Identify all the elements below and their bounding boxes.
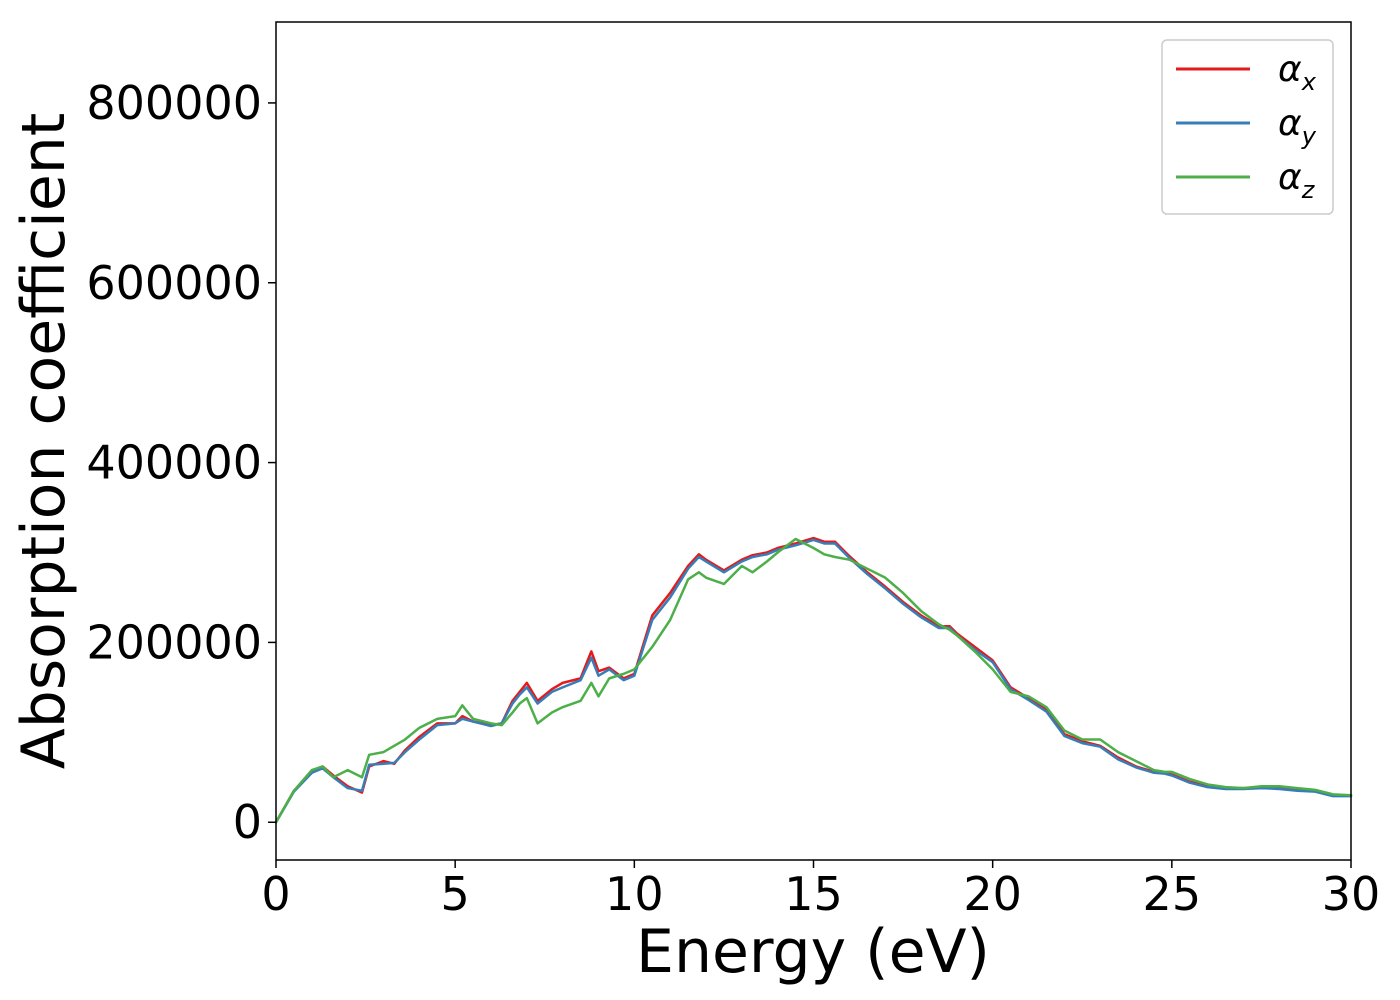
x-tick-label: 15 [784,867,843,921]
legend: αx αy αz [1161,39,1334,215]
y-tick-label: 600000 [86,256,262,310]
x-tick-label: 0 [261,867,290,921]
x-axis-label: Energy (eV) [636,917,990,987]
y-tick-label: 800000 [86,76,262,130]
series-line-z [274,537,1353,824]
x-tick-label: 25 [1143,867,1202,921]
y-tick-label: 400000 [86,436,262,490]
x-tick-label: 30 [1322,867,1381,921]
legend-label-z: αz [1278,157,1316,204]
legend-box [1161,39,1334,215]
y-tick-label: 200000 [86,615,262,669]
x-axis-ticks: 0 5 10 15 20 25 30 [261,860,1380,921]
series-line-y [274,538,1353,824]
series-layer [274,536,1353,824]
y-axis-ticks: 0 200000 400000 600000 800000 [86,76,276,849]
legend-label-y: αy [1278,103,1317,150]
x-tick-label: 5 [441,867,470,921]
y-tick-label: 0 [233,795,262,849]
x-tick-label: 20 [963,867,1022,921]
legend-label-x: αx [1278,49,1317,96]
y-axis-label: Absorption coefficient [9,113,79,770]
x-tick-label: 10 [605,867,664,921]
